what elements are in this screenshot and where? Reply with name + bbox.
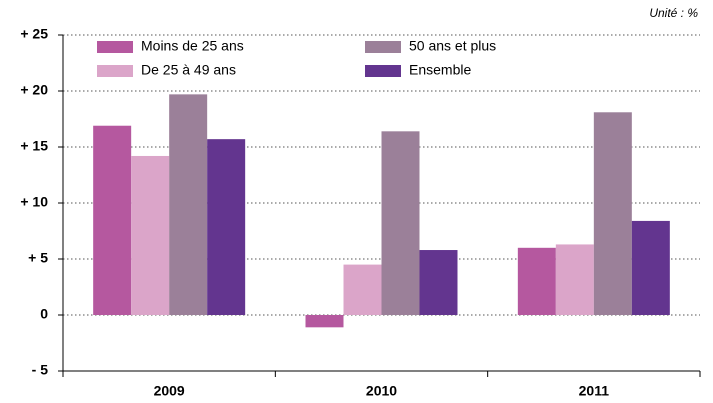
unit-note: Unité : % — [649, 6, 698, 20]
y-tick-label: + 20 — [20, 82, 48, 98]
bar — [305, 315, 344, 328]
legend-label: Moins de 25 ans — [141, 38, 244, 54]
y-tick-label: + 5 — [28, 250, 48, 266]
bar — [631, 220, 670, 315]
legend-swatch — [97, 65, 133, 77]
bar — [93, 125, 132, 315]
bar — [169, 94, 208, 315]
bar — [131, 155, 170, 315]
x-tick-label: 2009 — [154, 383, 185, 399]
legend-swatch — [365, 65, 401, 77]
bar — [419, 250, 458, 315]
y-tick-label: + 25 — [20, 26, 48, 42]
legend-swatch — [365, 41, 401, 53]
x-tick-label: 2010 — [366, 383, 397, 399]
legend-swatch — [97, 41, 133, 53]
legend-label: De 25 à 49 ans — [141, 62, 236, 78]
legend-label: Ensemble — [409, 62, 471, 78]
y-tick-label: - 5 — [32, 362, 49, 378]
y-tick-label: + 15 — [20, 138, 48, 154]
y-tick-label: + 10 — [20, 194, 48, 210]
bar — [555, 244, 594, 315]
legend-label: 50 ans et plus — [409, 38, 496, 54]
bar — [517, 247, 556, 315]
y-tick-label: 0 — [40, 306, 48, 322]
bar — [343, 264, 382, 315]
bar — [593, 112, 632, 315]
bar — [381, 131, 420, 315]
bar — [207, 139, 246, 315]
x-tick-label: 2011 — [579, 383, 610, 399]
